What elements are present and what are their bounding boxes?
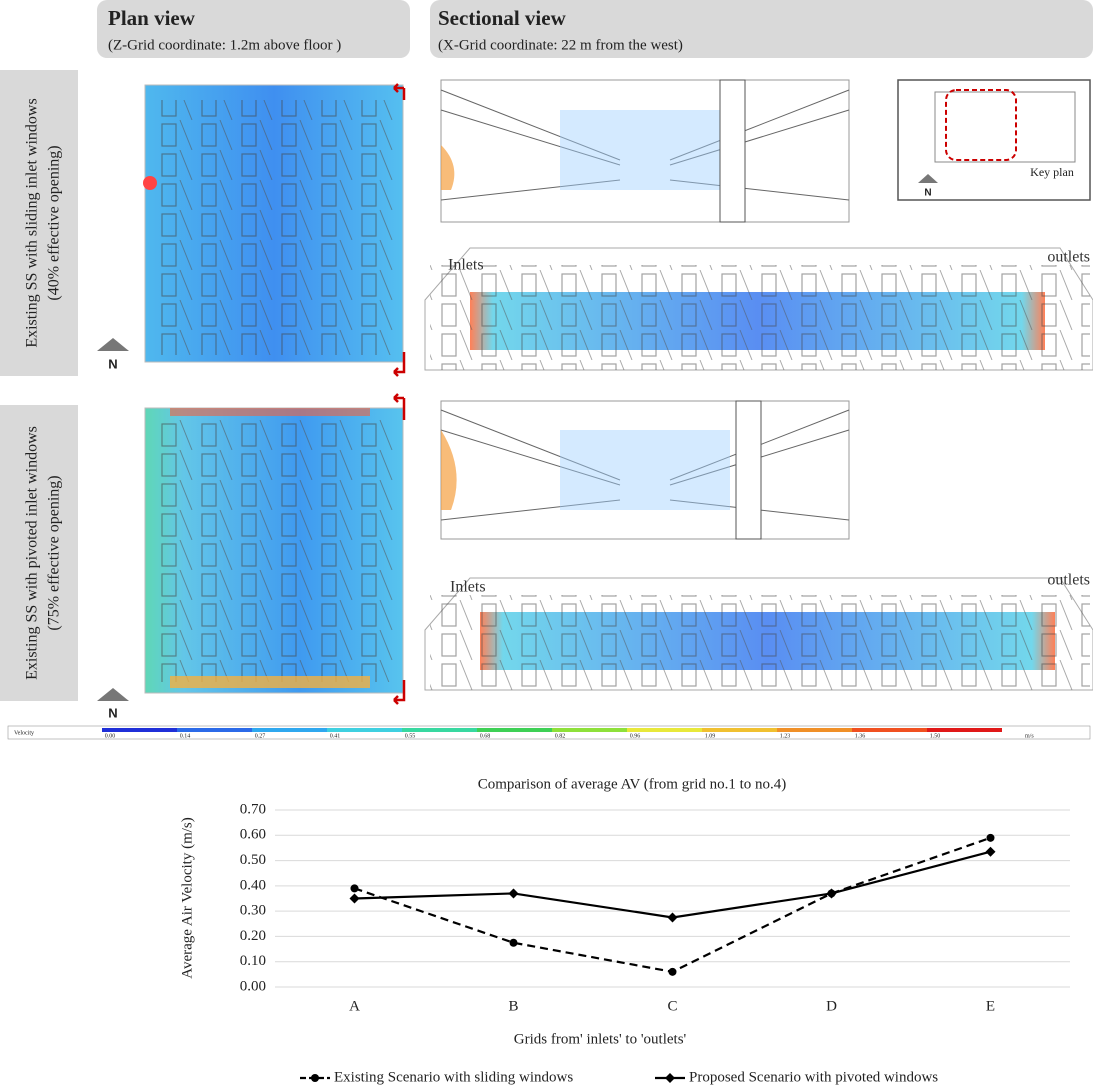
y-tick-label: 0.20 <box>240 928 266 944</box>
colorbar-swatch <box>777 728 852 732</box>
data-point <box>508 888 519 899</box>
x-tick-label: D <box>826 998 837 1014</box>
x-tick-label: A <box>349 998 360 1014</box>
plan-title: Plan view <box>108 6 196 30</box>
data-point <box>985 846 996 857</box>
inlets-label: Inlets <box>448 257 484 274</box>
flow-arrow <box>393 393 406 705</box>
y-axis-title: Average Air Velocity (m/s) <box>179 817 195 978</box>
north-arrow <box>97 688 129 701</box>
row-label: Existing SS with sliding inlet windows <box>24 98 41 347</box>
x-tick-label: C <box>667 998 677 1014</box>
data-point <box>668 967 677 976</box>
colorbar-swatch <box>927 728 1002 732</box>
section-image <box>440 400 850 540</box>
colorbar-swatch <box>252 728 327 732</box>
colorbar-title: Velocity <box>14 730 34 736</box>
legend-marker <box>311 1074 319 1082</box>
data-point <box>350 884 359 893</box>
section-title: Sectional view <box>438 6 567 30</box>
legend-label: Existing Scenario with sliding windows <box>334 1069 573 1085</box>
colorbar-swatch <box>627 728 702 732</box>
colorbar-swatch <box>852 728 927 732</box>
colorbar-swatch <box>402 728 477 732</box>
chart-title: Comparison of average AV (from grid no.1… <box>478 776 787 792</box>
north-label: N <box>108 705 117 720</box>
colorbar-swatch <box>102 728 177 732</box>
north-label: N <box>924 188 931 199</box>
row-label: (75% effective opening) <box>46 475 63 630</box>
row-label: Existing SS with pivoted inlet windows <box>24 426 41 680</box>
colorbar-tick: 1.36 <box>855 733 866 739</box>
section-wide-image <box>424 247 1093 371</box>
y-tick-label: 0.70 <box>240 801 266 817</box>
series-line <box>354 836 991 973</box>
key-plan <box>897 79 1091 201</box>
y-tick-label: 0.10 <box>240 953 266 969</box>
colorbar-unit: m/s <box>1025 733 1034 739</box>
colorbar-tick: 1.50 <box>930 733 941 739</box>
y-tick-label: 0.00 <box>240 978 266 994</box>
plan-image <box>143 84 404 363</box>
y-tick-label: 0.30 <box>240 903 266 919</box>
section-wide-image <box>424 577 1093 691</box>
y-tick-label: 0.60 <box>240 827 266 843</box>
y-tick-label: 0.40 <box>240 877 266 893</box>
colorbar-swatch <box>477 728 552 732</box>
data-point <box>667 912 678 923</box>
colorbar-swatch <box>552 728 627 732</box>
section-header-bg <box>430 0 1093 58</box>
row-label-bg <box>0 70 78 376</box>
outlets-label: outlets <box>1047 572 1090 589</box>
colorbar-swatch <box>327 728 402 732</box>
data-point <box>509 938 518 947</box>
colorbar-swatch <box>177 728 252 732</box>
colorbar-tick: 0.96 <box>630 733 641 739</box>
data-point <box>826 888 837 899</box>
colorbar-tick: 0.00 <box>105 733 116 739</box>
plan-image <box>144 407 404 694</box>
x-tick-label: E <box>986 998 995 1014</box>
north-label: N <box>108 356 117 371</box>
x-tick-label: B <box>508 998 518 1014</box>
x-axis-title: Grids from' inlets' to 'outlets' <box>514 1031 687 1047</box>
section-image <box>440 79 850 223</box>
colorbar-tick: 0.14 <box>180 733 191 739</box>
colorbar <box>7 725 1091 740</box>
outlets-label: outlets <box>1047 249 1090 266</box>
flow-arrow <box>393 83 406 377</box>
row-label: (40% effective opening) <box>46 145 63 300</box>
section-subtitle: (X-Grid coordinate: 22 m from the west) <box>438 37 683 53</box>
north-arrow <box>97 338 129 351</box>
y-tick-label: 0.50 <box>240 852 266 868</box>
legend-label: Proposed Scenario with pivoted windows <box>689 1069 938 1085</box>
key-plan-label: Key plan <box>1030 165 1074 179</box>
plan-header-bg <box>97 0 410 58</box>
colorbar-tick: 0.68 <box>480 733 491 739</box>
colorbar-tick: 0.55 <box>405 733 416 739</box>
data-point <box>986 833 995 842</box>
series-line <box>354 850 991 919</box>
colorbar-tick: 0.41 <box>330 733 341 739</box>
legend-marker <box>665 1073 675 1083</box>
colorbar-tick: 1.23 <box>780 733 791 739</box>
colorbar-tick: 0.27 <box>255 733 266 739</box>
data-point <box>349 893 360 904</box>
colorbar-swatch <box>702 728 777 732</box>
plan-subtitle: (Z-Grid coordinate: 1.2m above floor ) <box>108 37 341 53</box>
row-label-bg <box>0 405 78 701</box>
colorbar-tick: 0.82 <box>555 733 566 739</box>
inlets-label: Inlets <box>450 579 486 596</box>
colorbar-tick: 1.09 <box>705 733 716 739</box>
